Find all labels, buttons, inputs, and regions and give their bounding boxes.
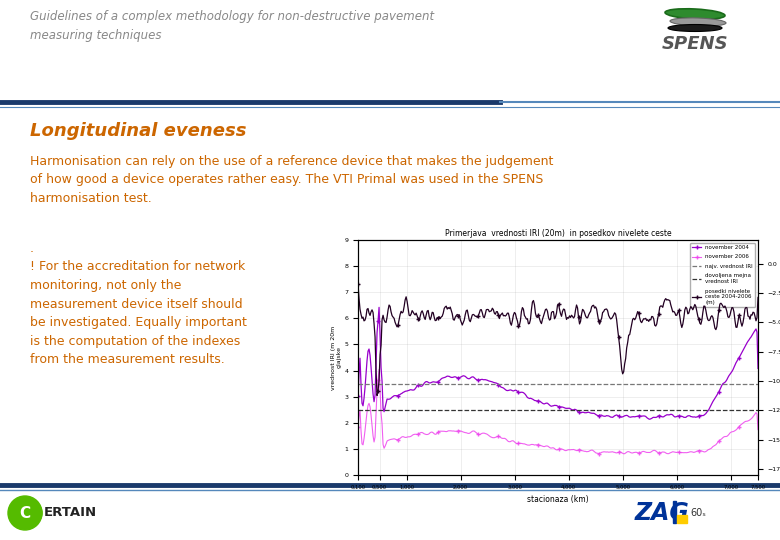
posedki nivelete
ceste 2004-2006
(m) — [402, 298, 412, 305]
Ellipse shape — [665, 9, 725, 19]
Text: ZAG: ZAG — [635, 501, 690, 525]
november 2006 — [753, 427, 763, 433]
november 2004 — [606, 414, 615, 420]
november 2006 — [484, 433, 494, 439]
november 2004 — [753, 365, 763, 372]
Line: november 2006: november 2006 — [356, 367, 760, 456]
november 2004 — [353, 393, 363, 399]
posedki nivelete
ceste 2004-2006
(m) — [353, 280, 363, 287]
Bar — [673, 501, 676, 523]
Title: Primerjava  vrednosti IRI (20m)  in posedkov nivelete ceste: Primerjava vrednosti IRI (20m) in posedk… — [445, 229, 672, 238]
Text: .
! For the accreditation for network
monitoring, not only the
measurement devic: . ! For the accreditation for network mo… — [30, 242, 247, 366]
najv. vrednost IRI — [348, 380, 357, 387]
Bar — [677, 515, 687, 523]
dovoljena mejna
vrednost IRI — [402, 407, 411, 413]
Line: posedki nivelete
ceste 2004-2006
(m): posedki nivelete ceste 2004-2006 (m) — [356, 282, 760, 397]
Text: Guidelines of a complex methodology for non-destructive pavement
measuring techn: Guidelines of a complex methodology for … — [30, 10, 434, 42]
november 2004 — [484, 378, 494, 384]
november 2004 — [645, 416, 654, 422]
november 2006 — [374, 366, 384, 373]
posedki nivelete
ceste 2004-2006
(m) — [645, 316, 654, 322]
november 2004 — [402, 388, 412, 394]
posedki nivelete
ceste 2004-2006
(m) — [484, 308, 494, 315]
Ellipse shape — [670, 18, 726, 26]
posedki nivelete
ceste 2004-2006
(m) — [643, 316, 652, 323]
Text: ERTAIN: ERTAIN — [44, 507, 98, 519]
Text: C: C — [20, 505, 30, 521]
posedki nivelete
ceste 2004-2006
(m) — [512, 318, 522, 324]
november 2006 — [646, 449, 655, 455]
Legend: november 2004, november 2006, najv. vrednost IRI, dovoljena mejna
vrednost IRI, : november 2004, november 2006, najv. vred… — [690, 243, 755, 307]
posedki nivelete
ceste 2004-2006
(m) — [606, 316, 615, 322]
Text: 60ₛ: 60ₛ — [690, 508, 706, 518]
dovoljena mejna
vrednost IRI — [348, 407, 357, 413]
november 2006 — [619, 450, 629, 457]
Bar — [358, 240, 758, 475]
november 2004 — [643, 415, 652, 422]
Text: Harmonisation can rely on the use of a reference device that makes the judgement: Harmonisation can rely on the use of a r… — [30, 155, 553, 205]
november 2004 — [646, 416, 655, 422]
posedki nivelete
ceste 2004-2006
(m) — [753, 294, 763, 301]
Y-axis label: vrednost IRI (m 20m
glajske: vrednost IRI (m 20m glajske — [331, 326, 342, 390]
Line: november 2004: november 2004 — [356, 305, 760, 422]
Ellipse shape — [668, 24, 722, 31]
november 2004 — [512, 388, 522, 395]
november 2004 — [374, 304, 384, 310]
Circle shape — [18, 501, 42, 525]
najv. vrednost IRI — [402, 380, 411, 387]
november 2006 — [644, 449, 654, 456]
Bar — [0, 0, 780, 100]
Circle shape — [8, 496, 42, 530]
Text: SPENS: SPENS — [661, 35, 729, 53]
posedki nivelete
ceste 2004-2006
(m) — [372, 392, 381, 399]
november 2006 — [353, 423, 363, 430]
Text: Longitudinal eveness: Longitudinal eveness — [30, 122, 246, 140]
november 2006 — [606, 449, 615, 455]
november 2006 — [402, 434, 412, 441]
X-axis label: stacionaza (km): stacionaza (km) — [527, 495, 589, 504]
november 2006 — [512, 441, 522, 447]
